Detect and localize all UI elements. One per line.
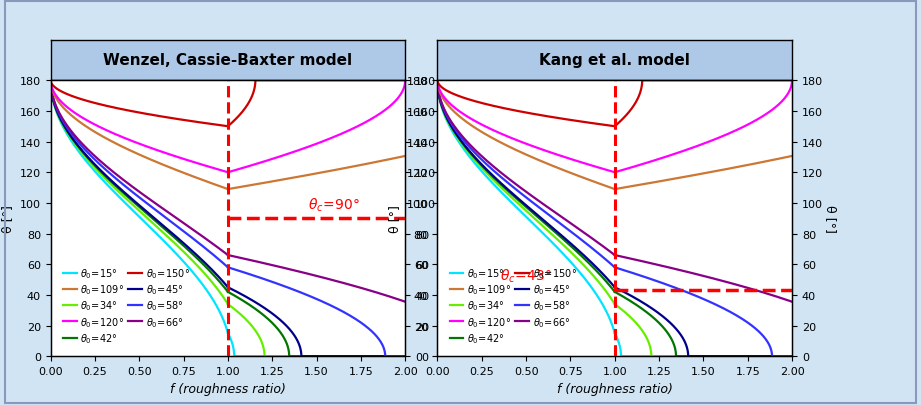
Text: $\theta_c\!=\!90°$: $\theta_c\!=\!90°$ [308,196,360,214]
X-axis label: f (roughness ratio): f (roughness ratio) [557,382,672,394]
Text: $\theta_c\!=\!43°$: $\theta_c\!=\!43°$ [499,267,552,284]
Legend: $\theta_0\!=\!15°$, $\theta_0\!=\!109°$, $\theta_0\!=\!34°$, $\theta_0\!=\!120°$: $\theta_0\!=\!15°$, $\theta_0\!=\!109°$,… [59,262,193,349]
Text: Kang et al. model: Kang et al. model [540,53,690,68]
Y-axis label: θ [°]: θ [°] [823,205,837,232]
Legend: $\theta_0\!=\!15°$, $\theta_0\!=\!109°$, $\theta_0\!=\!34°$, $\theta_0\!=\!120°$: $\theta_0\!=\!15°$, $\theta_0\!=\!109°$,… [446,262,580,349]
Y-axis label: θ [°]: θ [°] [388,205,401,232]
Y-axis label: θ [°]: θ [°] [437,205,450,232]
Y-axis label: θ [°]: θ [°] [1,205,14,232]
X-axis label: f (roughness ratio): f (roughness ratio) [170,382,286,394]
Text: Wenzel, Cassie-Baxter model: Wenzel, Cassie-Baxter model [103,53,353,68]
